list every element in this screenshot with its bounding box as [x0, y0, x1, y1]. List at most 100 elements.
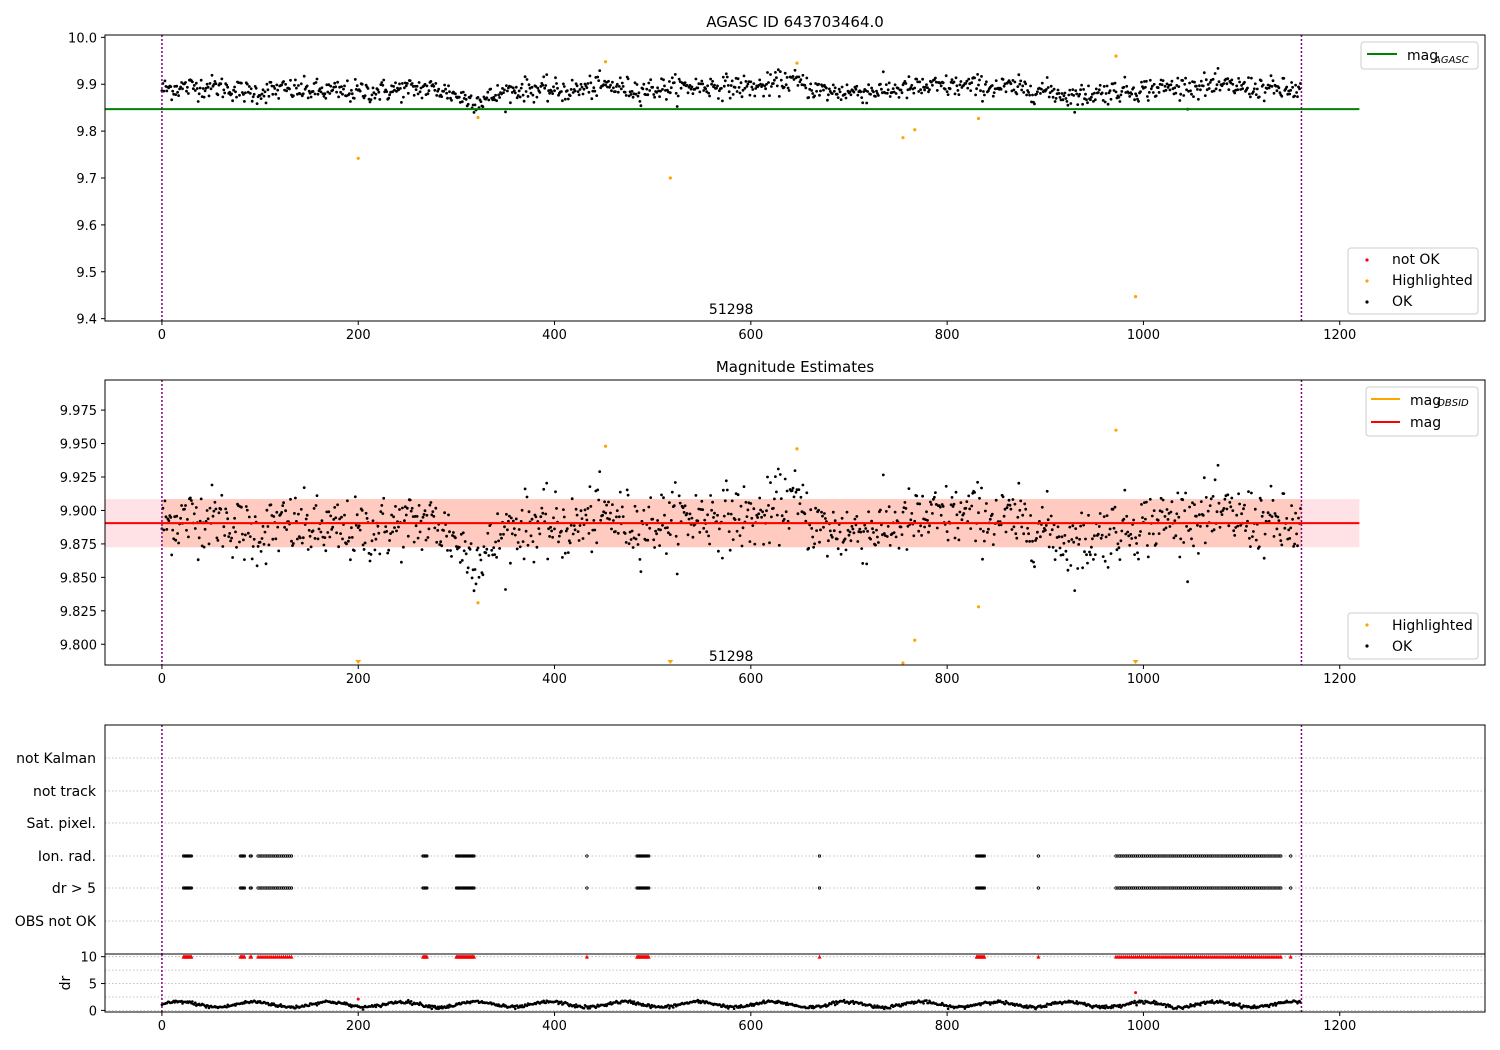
ok-point: [267, 543, 271, 547]
ok-point: [835, 537, 839, 541]
ok-point: [398, 508, 401, 511]
highlighted-point: [1114, 428, 1118, 432]
ok-point: [744, 80, 748, 83]
ok-point: [329, 84, 333, 88]
flag-marker: [270, 886, 274, 890]
ok-point: [754, 87, 758, 90]
ok-point: [1040, 87, 1043, 91]
ok-point: [322, 543, 326, 547]
ok-point: [386, 551, 390, 555]
highlighted-point: [901, 136, 905, 140]
ok-point: [462, 549, 466, 553]
ok-point: [1064, 97, 1068, 100]
flag-marker: [1257, 886, 1261, 890]
flag-row-label: not Kalman: [16, 751, 96, 767]
magnitude-ytick-label: 9.825: [60, 605, 97, 620]
ok-point: [562, 82, 565, 86]
ok-point: [645, 87, 649, 91]
ok-point: [444, 87, 447, 91]
ok-point: [959, 80, 963, 83]
flag-marker: [1224, 854, 1228, 858]
flag-marker: [189, 854, 193, 858]
ok-point: [580, 85, 584, 89]
ok-point: [945, 530, 949, 533]
flag-marker: [1139, 886, 1144, 890]
ok-point: [421, 515, 425, 519]
ok-point: [839, 552, 843, 556]
ok-point: [1109, 97, 1113, 101]
ok-point: [1086, 101, 1089, 105]
ok-point: [213, 80, 217, 83]
ok-point: [934, 76, 937, 80]
ok-point: [1165, 82, 1169, 86]
ok-point: [1126, 530, 1130, 534]
dr-point: [827, 1004, 830, 1007]
ok-point: [265, 508, 269, 512]
flag-marker: [280, 854, 284, 858]
ok-point: [752, 507, 756, 511]
ok-point: [1010, 528, 1014, 531]
ok-point: [1157, 532, 1161, 535]
flag-marker: [1255, 886, 1259, 890]
ok-point: [1259, 499, 1263, 502]
ok-point: [315, 494, 319, 497]
ok-point: [1148, 78, 1152, 82]
ok-point: [965, 79, 969, 83]
ok-point: [887, 81, 891, 85]
ok-point: [519, 86, 523, 90]
ok-point: [1092, 558, 1095, 561]
ok-point: [479, 100, 483, 103]
ok-point: [381, 83, 385, 87]
ok-point: [465, 571, 469, 574]
ok-point: [1100, 533, 1104, 537]
ok-point: [893, 83, 897, 87]
flag-marker: [1236, 854, 1240, 858]
ok-point: [745, 85, 749, 88]
ok-point: [822, 88, 825, 92]
ok-point: [384, 525, 388, 528]
ok-point: [731, 93, 735, 96]
ok-point: [727, 530, 731, 533]
ok-point: [639, 570, 643, 573]
ok-point: [1113, 81, 1117, 85]
ok-point: [921, 77, 924, 81]
ok-point: [659, 89, 662, 93]
dr-point: [696, 998, 700, 1002]
ok-point: [362, 96, 366, 100]
ok-point: [296, 537, 299, 541]
ok-point: [970, 504, 974, 508]
magnitude-xtick-label: 200: [346, 672, 371, 687]
agasc-markers-legend: not OK Highlighted OK: [1347, 247, 1479, 315]
ok-point: [316, 537, 320, 541]
ok-point: [486, 531, 490, 535]
ok-point: [424, 538, 428, 542]
ok-point: [1168, 88, 1172, 92]
ok-point: [803, 83, 807, 87]
ok-point: [799, 78, 803, 81]
ok-point: [815, 529, 818, 532]
ok-point: [215, 536, 219, 540]
ok-point: [637, 533, 641, 537]
flag-marker: [1261, 854, 1265, 858]
ok-point: [765, 82, 768, 86]
dr-capped-marker: [424, 954, 429, 959]
dr-capped-marker: [1278, 954, 1283, 959]
highlighted-point: [356, 156, 360, 160]
ok-point: [839, 98, 843, 101]
ok-point: [953, 92, 957, 96]
flag-marker: [1234, 854, 1238, 858]
flag-marker: [1214, 886, 1218, 890]
highlighted-point: [603, 444, 608, 448]
ok-point: [770, 85, 773, 88]
ok-point: [608, 85, 611, 89]
ok-point: [651, 85, 655, 89]
ok-point: [805, 491, 809, 495]
ok-point: [1097, 88, 1101, 92]
flag-marker: [1187, 854, 1191, 858]
ok-point: [725, 75, 729, 79]
dr-point: [191, 1000, 194, 1003]
ok-point: [348, 536, 351, 539]
ok-point: [280, 83, 284, 87]
ok-point: [1246, 519, 1249, 523]
ok-point: [872, 531, 875, 534]
